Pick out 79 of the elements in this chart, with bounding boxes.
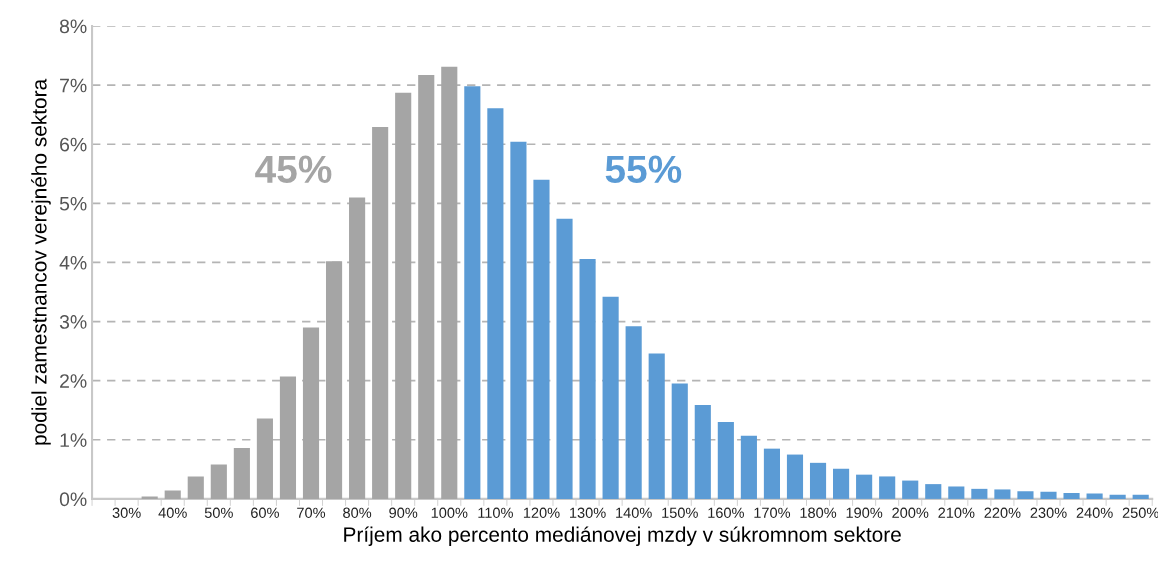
x-tick-label: 190%: [846, 507, 883, 518]
y-tick-label: 5%: [59, 196, 87, 211]
bar: [786, 454, 804, 499]
x-tick-label: 50%: [204, 507, 233, 518]
bar: [579, 258, 596, 499]
bar: [395, 92, 412, 499]
x-tick-label: 220%: [984, 507, 1021, 518]
bar: [349, 197, 366, 499]
y-tick-label: 6%: [60, 137, 87, 152]
y-tick-label: 1%: [60, 433, 87, 447]
x-tick-label: 230%: [1030, 507, 1067, 518]
bar: [164, 490, 181, 499]
x-tick-label: 30%: [112, 507, 141, 518]
x-tick-label: 180%: [800, 507, 837, 518]
bar: [763, 448, 781, 499]
bar: [372, 127, 389, 499]
bar: [325, 261, 343, 499]
y-tick-label: 3%: [59, 315, 87, 329]
bar: [464, 86, 481, 499]
x-tick-label: 130%: [570, 507, 606, 518]
bar: [856, 474, 873, 499]
y-tick-label: 8%: [59, 19, 87, 34]
bar: [809, 462, 827, 499]
x-axis-title: Príjem ako percento mediánovej mzdy v súkromnom sektore: [344, 526, 901, 547]
x-tick-label: 40%: [158, 507, 187, 518]
x-tick-label: 120%: [523, 507, 560, 518]
bar: [533, 179, 550, 499]
x-tick-label: 200%: [892, 507, 929, 518]
bar: [487, 108, 504, 499]
bar: [233, 448, 250, 499]
bar: [717, 422, 734, 499]
bar: [1017, 491, 1034, 499]
bar: [510, 141, 527, 499]
x-tick-label: 150%: [662, 507, 698, 518]
bar: [833, 468, 850, 499]
bar: [671, 383, 688, 499]
x-tick-label: 170%: [754, 507, 791, 518]
y-tick-label: 0%: [59, 492, 87, 507]
bar: [948, 486, 965, 499]
bar: [971, 488, 988, 499]
bar: [994, 489, 1011, 499]
annotation: 55%: [605, 155, 682, 184]
x-tick-label: 110%: [478, 507, 513, 518]
bar: [556, 218, 573, 499]
bar: [302, 327, 320, 499]
x-tick-label: 100%: [431, 507, 468, 518]
x-tick-label: 210%: [938, 507, 975, 518]
x-tick-label: 160%: [708, 507, 744, 518]
bar: [279, 376, 297, 499]
bar: [441, 66, 458, 499]
y-axis-title: podiel zamestnancov verejného sektora: [31, 78, 51, 445]
bar: [1063, 492, 1080, 499]
bar: [1109, 494, 1126, 499]
x-tick-label: 60%: [251, 507, 279, 518]
bar: [602, 296, 619, 499]
bar: [1040, 491, 1057, 499]
x-tick-label: 80%: [343, 507, 372, 518]
bar: [694, 404, 711, 499]
annotation: 45%: [255, 155, 332, 184]
x-tick-label: 70%: [297, 507, 326, 518]
y-tick-label: 4%: [59, 256, 87, 270]
bar: [902, 480, 919, 499]
bar: [625, 326, 642, 499]
bar: [648, 353, 665, 499]
bar: [187, 476, 204, 499]
bar: [740, 435, 757, 499]
x-tick-label: 240%: [1076, 507, 1113, 518]
y-tick-label: 2%: [60, 374, 87, 388]
bar: [1086, 493, 1103, 499]
bar: [879, 476, 896, 499]
bar: [210, 464, 227, 499]
x-tick-label: 140%: [616, 507, 652, 518]
bar: [256, 418, 273, 499]
bar: [418, 75, 435, 499]
x-tick-label: 90%: [389, 507, 418, 518]
bar: [1132, 494, 1149, 499]
bar: [925, 484, 942, 499]
y-tick-label: 7%: [60, 78, 87, 93]
x-tick-label: 250%: [1122, 507, 1158, 518]
